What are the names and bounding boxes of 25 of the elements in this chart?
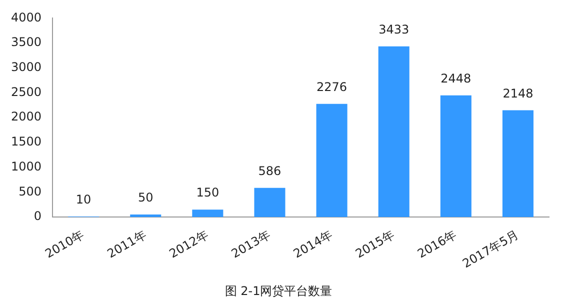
data-label: 3433	[378, 22, 410, 37]
y-tick-label: 3500	[10, 35, 42, 50]
data-label: 10	[76, 192, 92, 207]
y-tick-label: 2000	[10, 110, 42, 124]
bar	[502, 110, 534, 218]
data-label: 2148	[502, 86, 534, 100]
data-label: 150	[196, 186, 220, 200]
text: 图 2-1网贷平台数量	[224, 284, 332, 298]
bar	[378, 46, 410, 218]
bar	[254, 188, 286, 218]
y-tick-label: 1000	[10, 159, 42, 174]
bar	[440, 95, 472, 218]
bar	[192, 210, 224, 218]
y-tick-label: 3000	[10, 60, 42, 74]
y-tick-label: 2500	[10, 84, 42, 99]
bar	[130, 214, 162, 218]
y-tick-label: 4000	[10, 10, 42, 24]
data-label: 2448	[440, 71, 472, 86]
y-tick-label: 0	[34, 209, 42, 224]
y-tick-label: 500	[18, 184, 42, 198]
data-label: 2276	[316, 80, 348, 94]
bar	[316, 104, 348, 218]
y-tick-label: 1500	[10, 134, 42, 149]
data-label: 586	[258, 164, 282, 178]
data-label: 50	[138, 190, 154, 205]
